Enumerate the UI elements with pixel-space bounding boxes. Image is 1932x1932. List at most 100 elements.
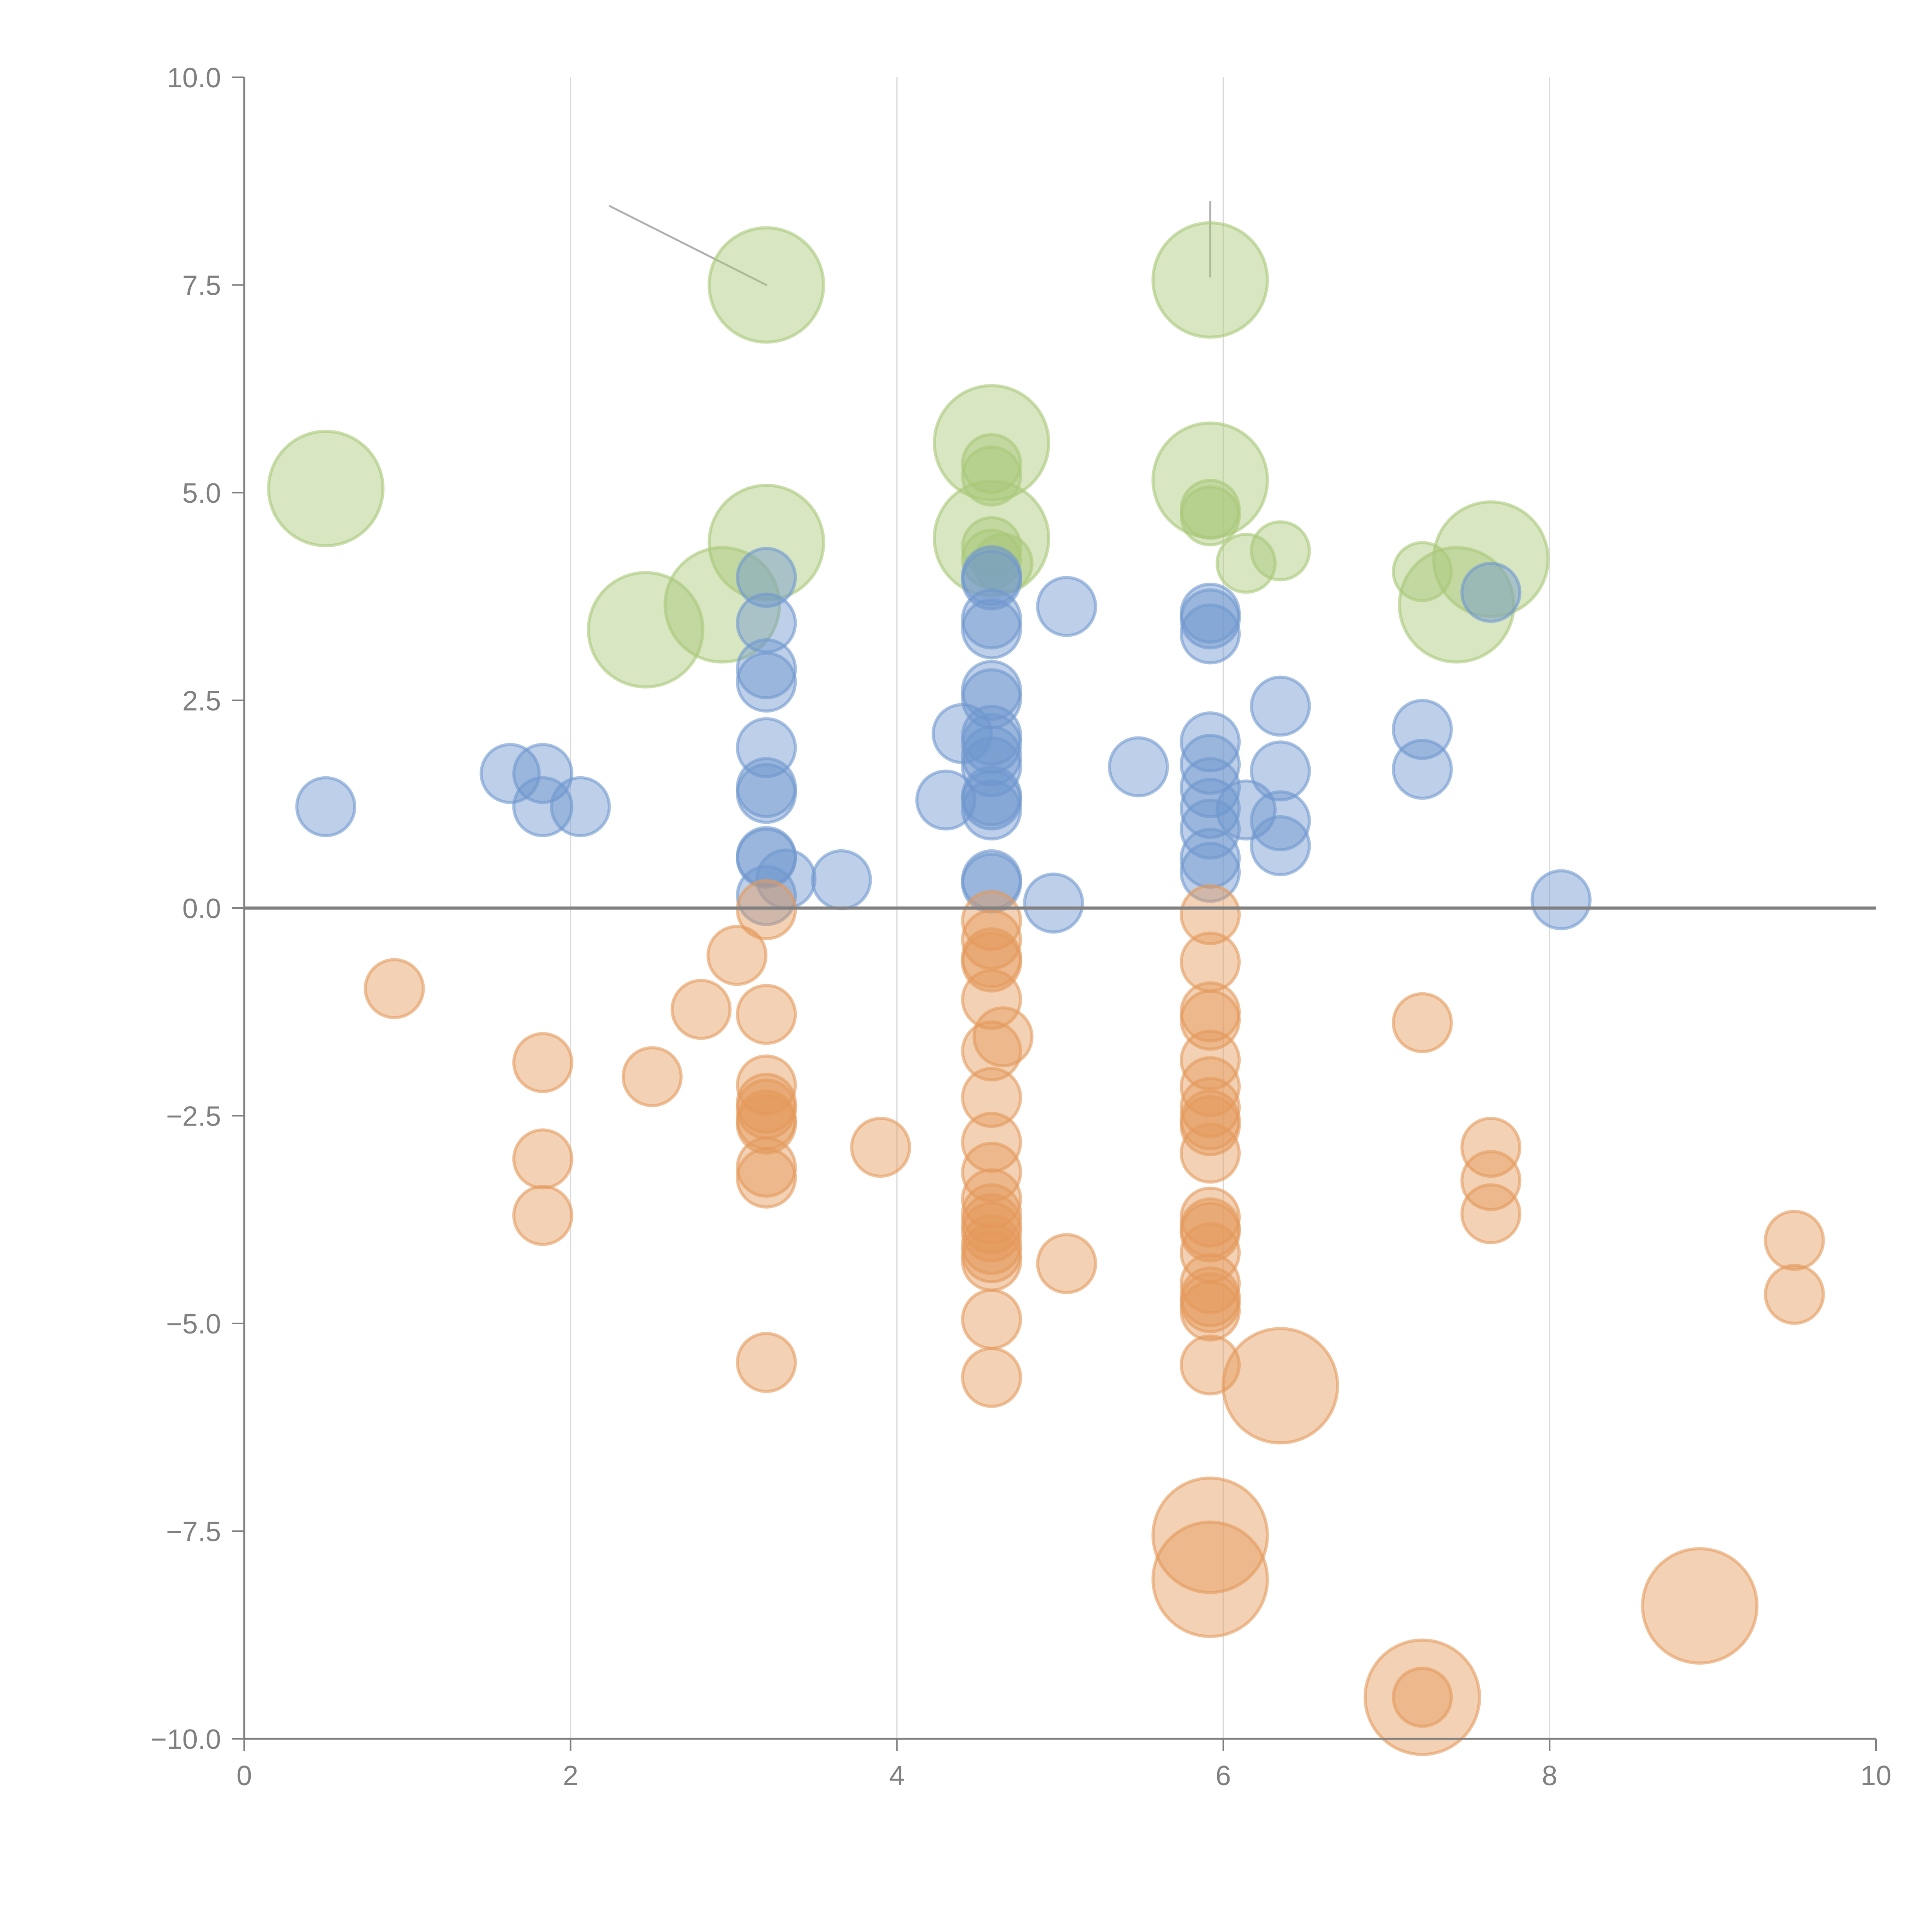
data-point-blue <box>1180 734 1241 795</box>
data-point-orange <box>736 1332 797 1393</box>
data-point-orange <box>512 1128 573 1190</box>
axes <box>243 77 1876 1740</box>
data-point-orange <box>1151 1520 1269 1638</box>
annotation-leader-lines <box>609 201 1211 286</box>
data-point-blue <box>1392 738 1453 800</box>
data-point-orange <box>670 979 732 1040</box>
x-tick-label: 0 <box>236 1760 252 1791</box>
data-point-orange <box>1180 884 1241 946</box>
data-point-orange <box>1180 1201 1241 1263</box>
data-point-blue <box>1180 778 1241 839</box>
data-point-green <box>1151 221 1269 339</box>
y-tick-label: −2.5 <box>166 1101 221 1132</box>
y-tick-label: 0.0 <box>182 893 221 924</box>
y-tick-label: −10.0 <box>151 1724 221 1755</box>
data-point-blue <box>1180 588 1241 650</box>
data-point-orange <box>512 1185 573 1246</box>
data-point-orange <box>736 1094 797 1155</box>
data-point-orange <box>621 1046 683 1107</box>
x-tick-label: 8 <box>1542 1760 1557 1791</box>
data-point-orange <box>1180 1029 1241 1091</box>
data-point-blue <box>1180 711 1241 772</box>
data-point-orange <box>1180 1095 1241 1156</box>
data-point-orange <box>1392 1667 1453 1728</box>
data-point-blue <box>961 779 1022 841</box>
data-point-orange <box>1036 1233 1097 1294</box>
data-point-green <box>1392 541 1453 602</box>
data-point-blue <box>1250 815 1311 876</box>
data-point-orange <box>1764 1210 1825 1271</box>
x-tick-label: 10 <box>1861 1760 1891 1791</box>
data-point-blue <box>1180 757 1241 818</box>
data-point-blue <box>1460 562 1522 623</box>
x-tick-label: 4 <box>889 1760 905 1791</box>
data-point-orange <box>961 890 1022 951</box>
data-point-blue <box>961 598 1022 660</box>
data-point-green <box>1250 520 1311 582</box>
data-point-orange <box>961 909 1022 970</box>
data-point-orange <box>961 1168 1022 1230</box>
data-point-blue <box>736 651 797 713</box>
data-point-orange <box>961 1067 1022 1128</box>
data-point-orange <box>1180 1253 1241 1314</box>
data-point-blue <box>736 547 797 608</box>
y-tick-label: 7.5 <box>182 270 221 301</box>
data-point-blue <box>736 865 797 926</box>
data-point-blue <box>1250 790 1311 852</box>
data-point-blue <box>1530 869 1592 930</box>
data-point-blue <box>1180 603 1241 665</box>
leader-line <box>609 205 767 286</box>
data-point-orange <box>1641 1547 1759 1665</box>
data-point-green <box>1398 546 1515 664</box>
y-tick-label: 2.5 <box>182 686 221 717</box>
data-point-blue <box>480 743 541 804</box>
data-point-orange <box>1180 1077 1241 1138</box>
x-tick-label: 2 <box>563 1760 578 1791</box>
y-tick-label: −5.0 <box>166 1309 221 1340</box>
data-point-orange <box>961 931 1022 993</box>
data-point-blue <box>1023 872 1084 934</box>
data-point-blue <box>549 776 611 837</box>
data-point-orange <box>1392 992 1453 1053</box>
data-point-orange <box>1151 1476 1269 1594</box>
x-axis-ticks: 0 2 4 6 8 10 <box>236 1739 1891 1791</box>
data-point-blue <box>915 769 976 831</box>
data-point-blue <box>1250 675 1311 737</box>
data-point-orange <box>961 1347 1022 1408</box>
data-point-blue <box>736 638 797 699</box>
data-point-orange <box>1460 1150 1522 1211</box>
data-points <box>267 221 1825 1756</box>
data-point-green <box>961 446 1022 507</box>
data-point-green <box>961 433 1022 494</box>
data-point-orange <box>1364 1638 1481 1756</box>
data-point-orange <box>1221 1327 1339 1445</box>
data-point-green <box>1215 532 1277 594</box>
data-point-green <box>1180 485 1241 547</box>
data-point-blue <box>1180 842 1241 903</box>
y-axis-ticks: 10.0 7.5 5.0 2.5 0.0 −2.5 −5.0 −7.5 −10.0 <box>151 63 244 1755</box>
data-point-blue <box>1250 740 1311 802</box>
data-point-blue <box>512 776 573 837</box>
y-tick-label: −7.5 <box>166 1517 221 1548</box>
data-point-orange <box>706 925 768 986</box>
data-point-orange <box>1460 1117 1522 1178</box>
data-point-blue <box>295 776 357 837</box>
y-tick-label: 10.0 <box>167 63 221 94</box>
data-point-blue <box>1108 736 1169 798</box>
x-tick-label: 6 <box>1216 1760 1231 1791</box>
data-point-orange <box>512 1032 573 1093</box>
data-point-orange <box>961 969 1022 1030</box>
data-point-blue <box>1036 576 1097 637</box>
data-point-orange <box>1460 1183 1522 1245</box>
data-point-orange <box>736 984 797 1045</box>
data-point-orange <box>1180 1280 1241 1342</box>
data-point-orange <box>961 1289 1022 1350</box>
data-point-blue <box>811 849 872 910</box>
data-point-green <box>267 430 385 548</box>
data-point-orange <box>850 1117 911 1178</box>
data-point-orange <box>961 1141 1022 1203</box>
data-point-orange <box>736 1147 797 1209</box>
data-point-green <box>707 226 825 344</box>
y-tick-label: 5.0 <box>182 478 221 509</box>
